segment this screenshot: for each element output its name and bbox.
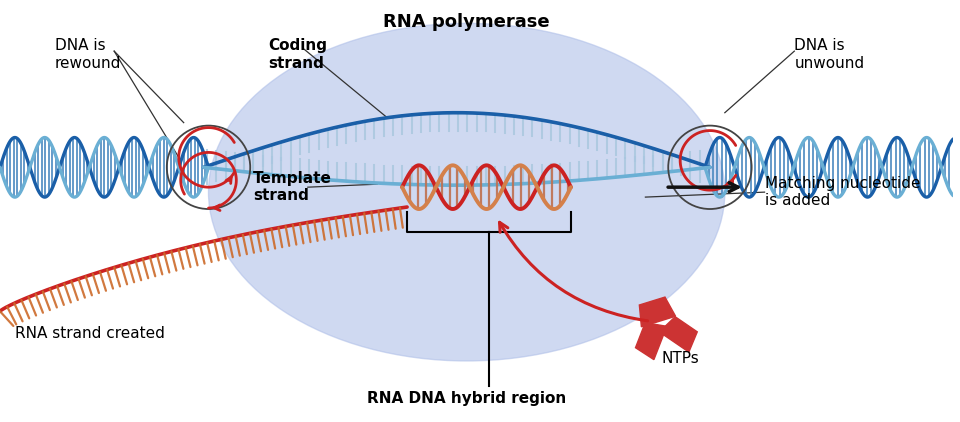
Text: DNA is
rewound: DNA is rewound (55, 38, 121, 70)
Text: DNA is
unwound: DNA is unwound (794, 38, 864, 70)
Text: RNA polymerase: RNA polymerase (383, 14, 550, 31)
Polygon shape (639, 297, 676, 327)
Polygon shape (636, 323, 667, 360)
Ellipse shape (208, 23, 725, 361)
Text: RNA DNA hybrid region: RNA DNA hybrid region (367, 391, 566, 406)
Text: RNA strand created: RNA strand created (15, 326, 165, 341)
Text: NTPs: NTPs (661, 351, 699, 366)
Polygon shape (660, 316, 697, 352)
Text: Template
strand: Template strand (253, 171, 332, 203)
Text: Coding
strand: Coding strand (268, 38, 327, 70)
Text: Matching nucleotide
is added: Matching nucleotide is added (764, 176, 920, 208)
